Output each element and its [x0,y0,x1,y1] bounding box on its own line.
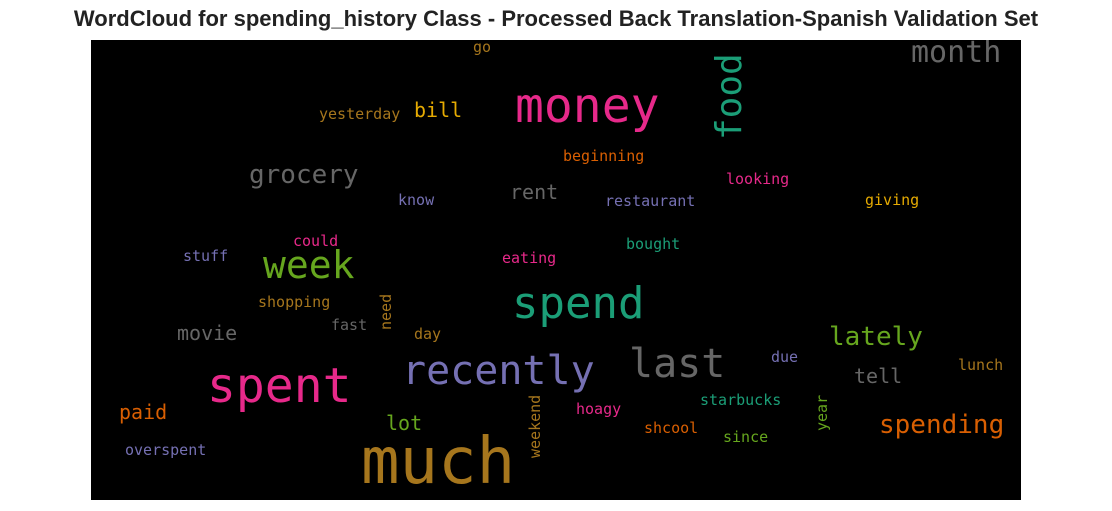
word-bought: bought [626,235,681,253]
word-stuff: stuff [183,247,229,265]
word-overspent: overspent [125,441,207,459]
word-starbucks: starbucks [700,391,782,409]
word-tell: tell [854,364,903,388]
word-recently: recently [402,348,595,394]
word-day: day [414,325,442,343]
word-due: due [771,348,799,366]
word-hoagy: hoagy [576,400,622,418]
word-food: food [709,53,750,140]
word-fast: fast [331,316,368,334]
word-spending: spending [879,410,1005,440]
word-lot: lot [386,411,423,435]
word-spent: spent [207,358,352,414]
word-shopping: shopping [258,293,331,311]
word-year: year [813,394,831,431]
word-could: could [293,232,339,250]
word-grocery: grocery [249,160,359,190]
word-lately: lately [829,322,923,352]
word-yesterday: yesterday [319,105,401,123]
word-restaurant: restaurant [605,192,696,210]
word-week: week [263,243,355,287]
word-rent: rent [510,180,559,204]
word-lunch: lunch [958,356,1004,374]
word-looking: looking [726,170,790,188]
word-weekend: weekend [526,394,544,458]
word-know: know [398,191,435,209]
word-eating: eating [502,249,557,267]
word-go: go [473,40,492,56]
word-much: much [361,425,516,499]
word-since: since [723,428,769,446]
word-month: month [911,40,1002,70]
word-shcool: shcool [644,419,699,437]
word-giving: giving [865,191,920,209]
word-paid: paid [119,400,168,424]
word-bill: bill [414,98,463,122]
word-spend: spend [512,278,645,329]
word-need: need [377,293,395,330]
word-last: last [629,341,726,387]
word-movie: movie [177,321,238,345]
word-cloud: money food month go yesterday bill groce… [91,40,1021,500]
chart-title: WordCloud for spending_history Class - P… [73,6,1039,31]
word-beginning: beginning [563,147,645,165]
word-money: money [515,78,660,134]
